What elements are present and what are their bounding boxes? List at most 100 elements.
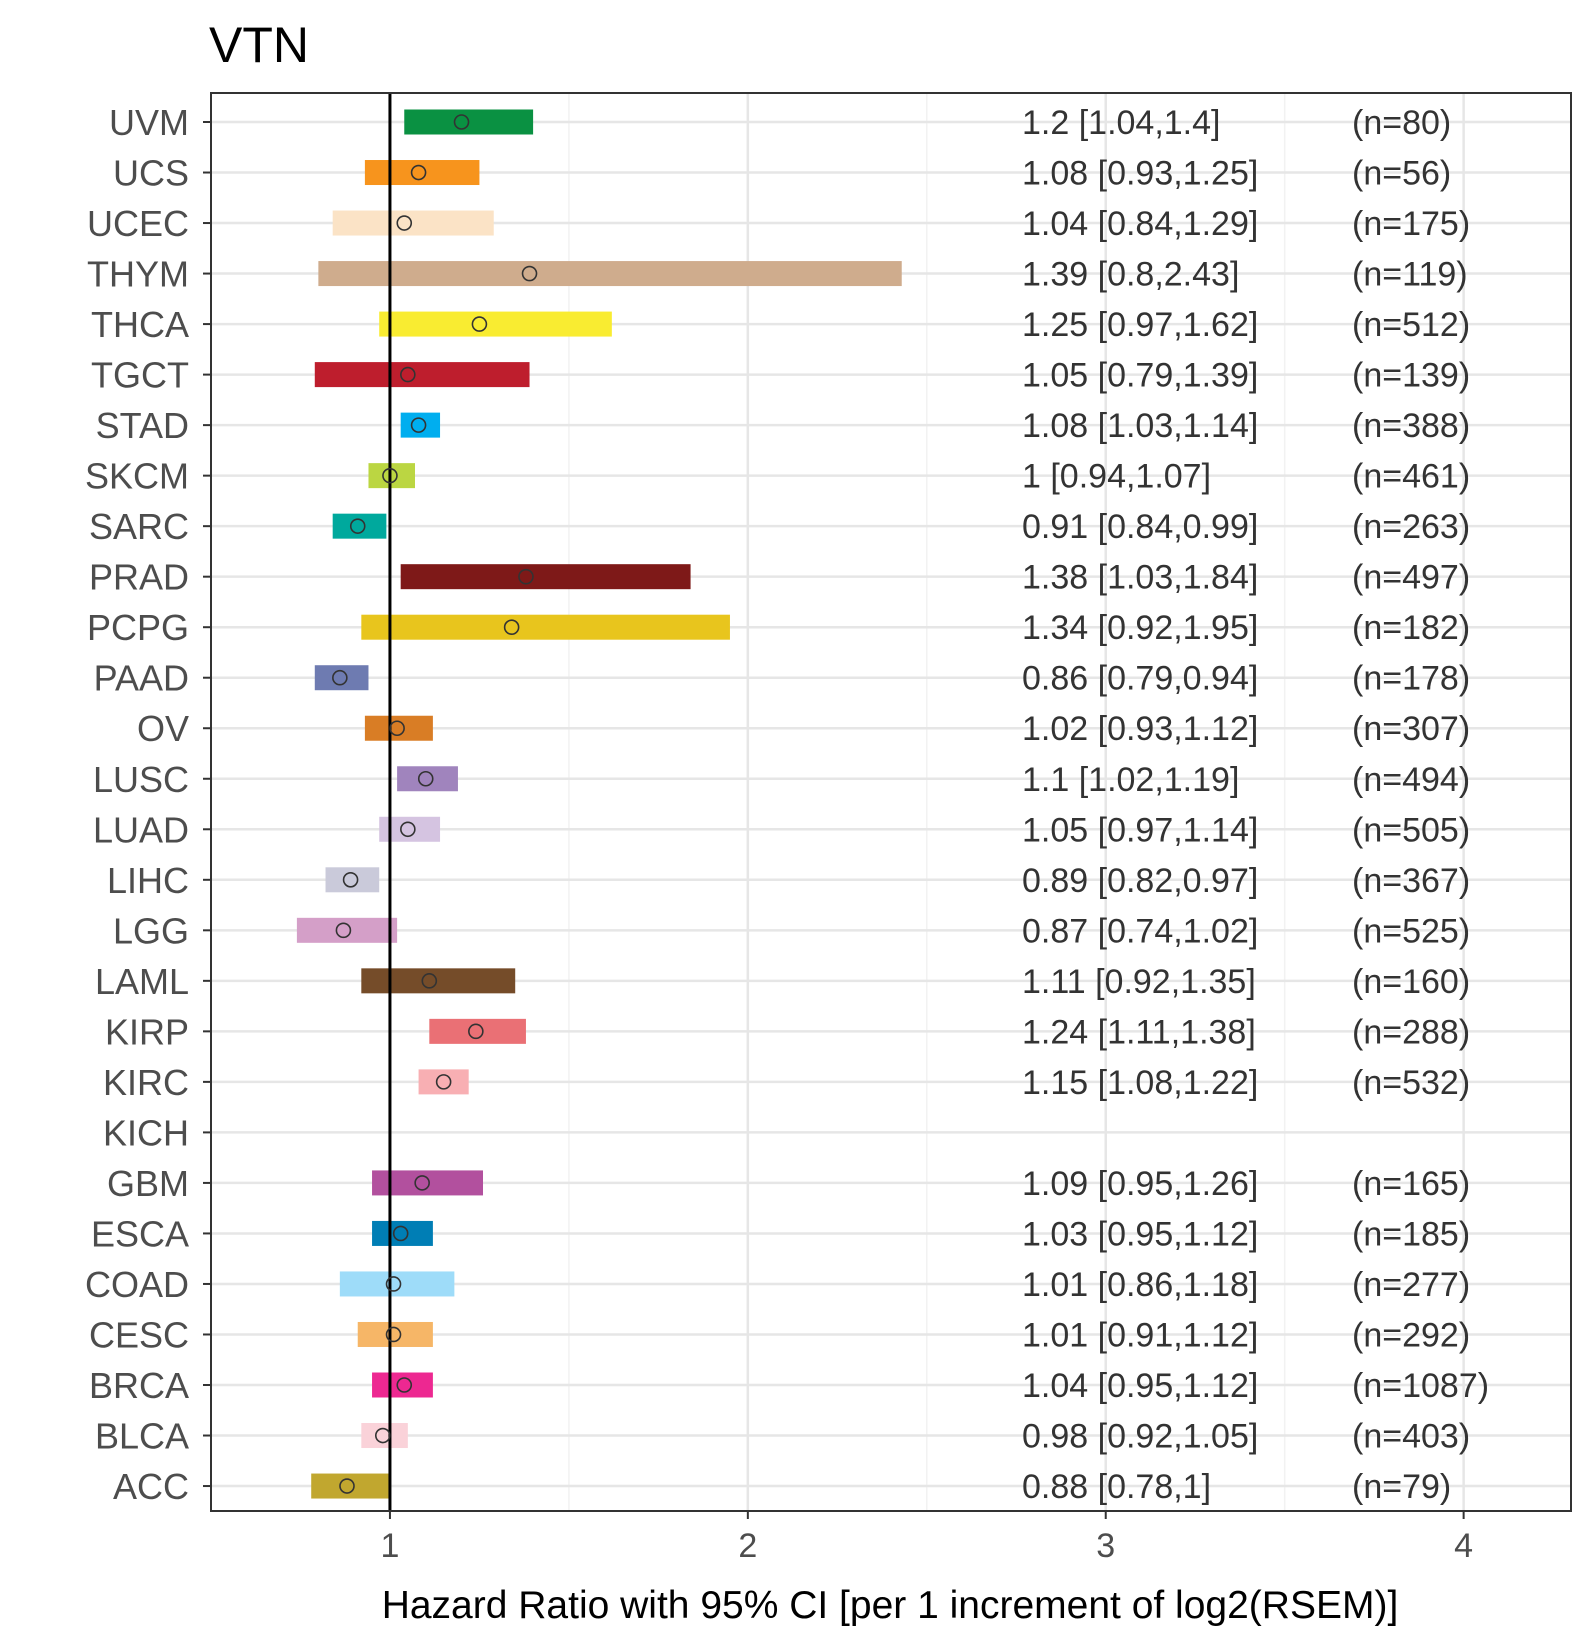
- x-axis: 1 2 3 4: [380, 1511, 1473, 1565]
- hr-point-cesc: [385, 1326, 402, 1343]
- ci-bar-skcm: [368, 463, 415, 489]
- hr-label-gbm: 1.09 [0.95,1.26]: [1022, 1165, 1258, 1203]
- hr-label-lusc: 1.1 [1.02,1.19]: [1022, 761, 1239, 799]
- x-axis-label: Hazard Ratio with 95% CI [per 1 incremen…: [382, 1584, 1399, 1627]
- n-label-thca: (n=512): [1352, 306, 1470, 344]
- points-layer: [332, 114, 538, 1494]
- hr-point-kirp: [468, 1023, 484, 1040]
- hr-label-tgct: 1.05 [0.79,1.39]: [1022, 357, 1258, 395]
- n-label-esca: (n=185): [1352, 1215, 1470, 1253]
- y-tick-label-kirp: KIRP: [105, 1011, 189, 1052]
- n-label-ov: (n=307): [1352, 710, 1470, 748]
- y-tick-label-gbm: GBM: [107, 1163, 189, 1204]
- hr-label-thym: 1.39 [0.8,2.43]: [1022, 256, 1239, 294]
- chart-title: VTN: [209, 17, 309, 73]
- ci-bar-thym: [318, 261, 902, 287]
- n-label-prad: (n=497): [1352, 559, 1470, 597]
- y-tick-label-ucec: UCEC: [87, 203, 189, 244]
- hr-point-coad: [385, 1276, 402, 1292]
- panel-border: [210, 92, 1572, 1512]
- hr-point-esca: [392, 1225, 409, 1242]
- ci-bar-tgct: [314, 362, 530, 388]
- ci-bar-esca: [372, 1220, 433, 1246]
- hr-label-lgg: 0.87 [0.74,1.02]: [1022, 912, 1258, 950]
- hr-label-paad: 0.86 [0.79,0.94]: [1022, 660, 1258, 698]
- n-label-blca: (n=403): [1352, 1418, 1470, 1456]
- ci-bar-thca: [379, 311, 612, 337]
- y-tick-label-lgg: LGG: [113, 910, 189, 951]
- ci-bar-paad: [314, 665, 369, 691]
- y-tick-label-luad: LUAD: [93, 809, 189, 850]
- hr-point-laml: [421, 973, 438, 989]
- n-label-sarc: (n=263): [1352, 508, 1470, 546]
- hr-point-stad: [410, 417, 427, 433]
- hr-point-thym: [521, 265, 538, 282]
- hr-label-kirc: 1.15 [1.08,1.22]: [1022, 1064, 1258, 1102]
- n-label-pcpg: (n=182): [1352, 609, 1470, 647]
- hr-point-pcpg: [503, 619, 520, 636]
- hr-label-cesc: 1.01 [0.91,1.12]: [1022, 1316, 1258, 1354]
- n-label-thym: (n=119): [1352, 256, 1468, 294]
- y-axis: UVM UCS UCEC THYM THCA TGCT STAD SKCM SARC PRAD PC…: [85, 102, 211, 1507]
- ci-bar-blca: [361, 1423, 408, 1449]
- hr-point-lusc: [417, 770, 434, 787]
- ci-bar-kirc: [418, 1069, 469, 1095]
- y-tick-label-prad: PRAD: [89, 557, 189, 598]
- n-label-gbm: (n=165): [1352, 1165, 1470, 1203]
- ci-bar-coad: [339, 1271, 455, 1297]
- y-tick-label-coad: COAD: [85, 1264, 189, 1305]
- n-label-laml: (n=160): [1352, 963, 1470, 1001]
- n-label-brca: (n=1087): [1352, 1367, 1489, 1405]
- ci-bar-prad: [400, 564, 691, 590]
- hr-label-sarc: 0.91 [0.84,0.99]: [1022, 508, 1258, 546]
- n-label-ucs: (n=56): [1352, 155, 1451, 193]
- n-label-cesc: (n=292): [1352, 1316, 1470, 1354]
- hr-point-kirc: [435, 1074, 452, 1090]
- y-tick-label-pcpg: PCPG: [87, 607, 189, 648]
- y-tick-label-ov: OV: [137, 708, 189, 749]
- ci-bar-pcpg: [361, 614, 730, 640]
- hr-label-uvm: 1.2 [1.04,1.4]: [1022, 104, 1221, 142]
- ci-bar-lihc: [325, 867, 380, 893]
- x-tick-label: 3: [1096, 1527, 1115, 1565]
- hr-label-kirp: 1.24 [1.11,1.38]: [1022, 1013, 1256, 1051]
- x-tick-label: 1: [380, 1527, 399, 1565]
- y-tick-label-kirc: KIRC: [103, 1062, 189, 1103]
- n-label-kirc: (n=532): [1352, 1064, 1470, 1102]
- hr-point-tgct: [400, 366, 416, 383]
- hr-label-esca: 1.03 [0.95,1.12]: [1022, 1215, 1258, 1253]
- hr-point-lihc: [342, 871, 359, 888]
- hr-point-brca: [396, 1377, 413, 1393]
- hr-label-thca: 1.25 [0.97,1.62]: [1022, 306, 1258, 344]
- y-tick-label-tgct: TGCT: [91, 355, 189, 396]
- hr-label-coad: 1.01 [0.86,1.18]: [1022, 1266, 1258, 1304]
- n-label-lgg: (n=525): [1352, 912, 1470, 950]
- hr-label-prad: 1.38 [1.03,1.84]: [1022, 559, 1258, 597]
- hr-label-pcpg: 1.34 [0.92,1.95]: [1022, 609, 1258, 647]
- n-label-tgct: (n=139): [1352, 357, 1470, 395]
- annotation-layer: 1.2 [1.04,1.4] (n=80) 1.08 [0.93,1.25] (n=5…: [1022, 104, 1489, 1506]
- hr-point-ucs: [410, 164, 427, 181]
- n-label-stad: (n=388): [1352, 407, 1470, 445]
- y-tick-label-uvm: UVM: [109, 102, 189, 143]
- x-tick-label: 4: [1454, 1527, 1473, 1565]
- ci-bar-ov: [364, 715, 433, 741]
- hr-point-luad: [400, 821, 416, 838]
- ci-bar-ucs: [364, 160, 480, 186]
- hr-point-ucec: [396, 215, 413, 231]
- bars-layer: [296, 109, 902, 1499]
- hr-point-prad: [518, 568, 534, 585]
- n-label-ucec: (n=175): [1352, 205, 1470, 243]
- hr-label-stad: 1.08 [1.03,1.14]: [1022, 407, 1258, 445]
- hr-label-blca: 0.98 [0.92,1.05]: [1022, 1418, 1258, 1456]
- n-label-lusc: (n=494): [1352, 761, 1470, 799]
- ci-bar-laml: [361, 968, 516, 994]
- x-tick-label: 2: [738, 1527, 757, 1565]
- hr-label-ucec: 1.04 [0.84,1.29]: [1022, 205, 1258, 243]
- ci-bar-luad: [379, 816, 441, 842]
- n-label-luad: (n=505): [1352, 811, 1470, 849]
- y-tick-label-brca: BRCA: [89, 1365, 189, 1406]
- hr-point-blca: [374, 1427, 391, 1444]
- hr-point-skcm: [382, 467, 398, 484]
- ci-bar-ucec: [332, 210, 494, 236]
